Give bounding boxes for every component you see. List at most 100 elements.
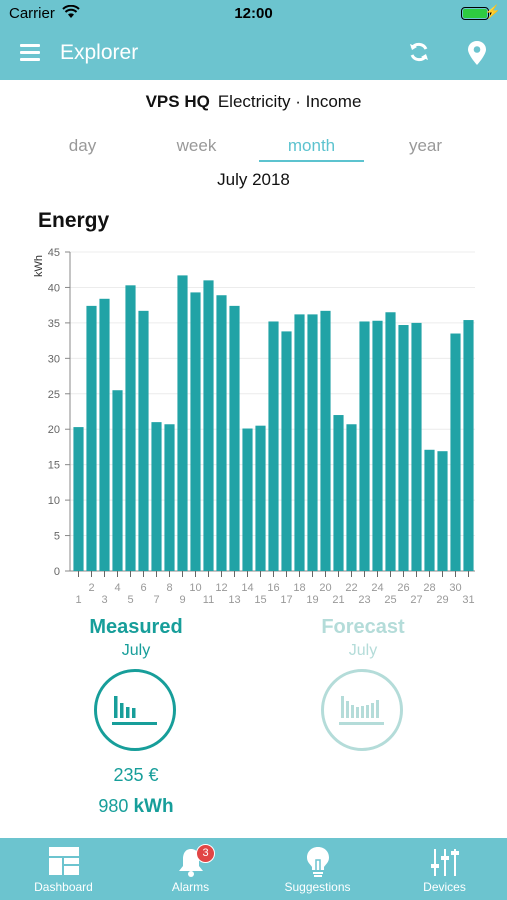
forecast-summary: Forecast July: [263, 616, 463, 660]
bar-day-14: [242, 428, 253, 571]
measured-heading: Measured: [89, 616, 183, 638]
bottom-tab-bar: Dashboard 3 Alarms Suggestions Devices: [0, 838, 507, 900]
bar-day-6: [138, 310, 149, 571]
bar-day-24: [372, 320, 383, 571]
alarm-count-badge: 3: [196, 844, 215, 863]
x-tick-label: 14: [241, 582, 253, 594]
tab-week[interactable]: week: [176, 136, 217, 155]
x-tick-label: 17: [280, 594, 292, 606]
x-tick-label: 9: [179, 594, 185, 606]
x-tick-label: 12: [215, 582, 227, 594]
bar-day-27: [411, 322, 422, 571]
bar-day-28: [424, 449, 435, 571]
x-tick-label: 6: [140, 582, 146, 594]
x-tick-label: 18: [293, 582, 305, 594]
forecast-period: July: [348, 642, 378, 659]
measured-cost: 235 €: [113, 765, 159, 785]
x-tick-label: 3: [101, 594, 107, 606]
bar-day-18: [294, 314, 305, 571]
bar-day-9: [177, 275, 188, 571]
carrier-label: Carrier: [9, 5, 55, 22]
bar-day-29: [437, 451, 448, 571]
x-tick-label: 22: [345, 582, 357, 594]
tab-suggestions[interactable]: Suggestions: [254, 838, 381, 900]
x-tick-label: 1: [75, 594, 81, 606]
bar-day-20: [320, 310, 331, 571]
forecast-heading: Forecast: [321, 616, 405, 638]
bar-day-10: [190, 292, 201, 571]
battery-icon: [461, 7, 492, 20]
wifi-icon: [62, 5, 80, 18]
y-tick-label: 0: [54, 566, 60, 578]
measured-button[interactable]: [94, 669, 176, 751]
lightbulb-icon: [306, 847, 329, 877]
bar-day-21: [333, 415, 344, 571]
tab-devices[interactable]: Devices: [381, 838, 507, 900]
x-tick-label: 31: [462, 594, 474, 606]
tab-devices-label: Devices: [423, 880, 466, 894]
bar-day-2: [86, 305, 97, 571]
x-tick-label: 23: [358, 594, 370, 606]
bar-day-11: [203, 280, 214, 571]
x-tick-label: 27: [410, 594, 422, 606]
bar-day-22: [346, 424, 357, 571]
x-tick-label: 11: [203, 594, 214, 606]
bar-day-26: [398, 325, 409, 571]
forecast-button[interactable]: [321, 669, 403, 751]
tab-dashboard-label: Dashboard: [34, 880, 93, 894]
tab-dashboard[interactable]: Dashboard: [0, 838, 127, 900]
y-tick-label: 15: [48, 460, 60, 472]
x-tick-label: 2: [88, 582, 94, 594]
y-tick-label: 35: [48, 318, 60, 330]
x-tick-label: 26: [397, 582, 409, 594]
x-tick-label: 8: [166, 582, 172, 594]
forecast-chart-icon: [339, 696, 384, 725]
energy-bar-chart: 051015202530354045kWh1234567891011121314…: [33, 247, 475, 606]
bar-day-13: [229, 305, 240, 571]
tab-month[interactable]: month: [259, 136, 364, 162]
refresh-icon[interactable]: [407, 40, 431, 64]
y-tick-label: 10: [48, 495, 60, 507]
x-tick-label: 4: [114, 582, 120, 594]
x-tick-label: 21: [332, 594, 344, 606]
x-tick-label: 29: [436, 594, 448, 606]
y-tick-label: 20: [48, 424, 60, 436]
y-tick-label: 5: [54, 531, 60, 543]
menu-icon[interactable]: [20, 44, 40, 64]
bar-day-8: [164, 424, 175, 571]
x-tick-label: 30: [449, 582, 461, 594]
y-tick-label: 30: [48, 353, 60, 365]
x-tick-label: 25: [384, 594, 396, 606]
tab-alarms-label: Alarms: [171, 880, 210, 894]
page-title: Explorer: [60, 41, 139, 64]
tab-alarms[interactable]: 3 Alarms: [127, 838, 254, 900]
bar-day-5: [125, 285, 136, 571]
x-tick-label: 24: [371, 582, 383, 594]
location-pin-icon[interactable]: [467, 40, 487, 66]
bar-day-30: [450, 333, 461, 571]
x-tick-label: 10: [189, 582, 201, 594]
chart-title: Energy: [38, 209, 110, 232]
bar-day-3: [99, 298, 110, 571]
site-detail: Electricity · Income: [217, 92, 362, 111]
bar-day-19: [307, 314, 318, 571]
measured-summary: Measured July: [36, 616, 236, 660]
tab-year[interactable]: year: [408, 136, 443, 155]
status-bar: Carrier 12:00 ⚡: [0, 0, 507, 28]
dashboard-icon: [48, 847, 79, 875]
bar-day-1: [73, 427, 84, 571]
y-tick-label: 40: [48, 282, 60, 294]
y-tick-label: 45: [48, 247, 60, 259]
sliders-icon: [430, 849, 459, 876]
y-tick-label: 25: [48, 389, 60, 401]
measured-energy: 980 kWh: [98, 796, 174, 817]
tab-day[interactable]: day: [68, 136, 97, 155]
site-name: VPS HQ: [145, 92, 210, 111]
tab-suggestions-label: Suggestions: [284, 880, 351, 894]
x-tick-label: 15: [254, 594, 266, 606]
x-tick-label: 19: [306, 594, 318, 606]
bar-day-17: [281, 331, 292, 571]
x-tick-label: 13: [228, 594, 240, 606]
x-tick-label: 5: [127, 594, 133, 606]
x-tick-label: 20: [319, 582, 331, 594]
